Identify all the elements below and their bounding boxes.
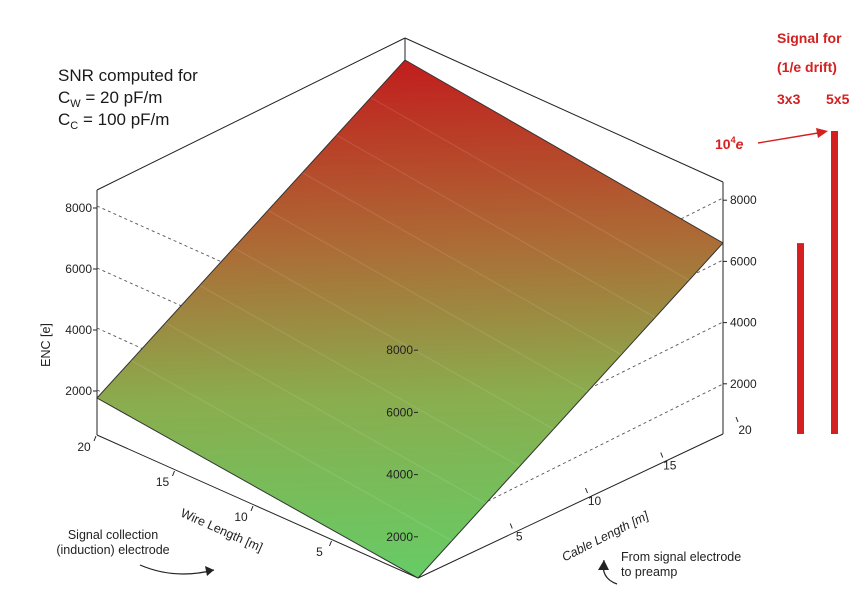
wire-note-line2: (induction) electrode <box>56 543 169 557</box>
snr-title: SNR computed for <box>58 66 198 85</box>
signal-title-line1: Signal for <box>777 30 842 46</box>
wire-note: Signal collection (induction) electrode <box>56 528 215 576</box>
z-axis-ticks-left: 2000 4000 6000 8000 <box>65 201 97 398</box>
wire-tick-mark <box>93 435 97 442</box>
cable-note-arrowhead <box>598 560 609 570</box>
wire-note-line1: Signal collection <box>68 528 158 542</box>
cable-tick-mark <box>660 452 664 458</box>
surface-band-line <box>267 209 588 393</box>
cable-tick-label: 15 <box>663 459 677 473</box>
z-tick-front-label: 6000 <box>386 405 413 419</box>
wire-tick-label: 10 <box>234 510 248 524</box>
z-axis-ticks-right: 2000 4000 6000 8000 <box>723 193 757 391</box>
z-tick-right-label: 4000 <box>730 316 757 330</box>
signal-marker-arrow <box>757 132 819 144</box>
x-axis-title: Wire Length [m] <box>178 506 264 555</box>
z-tick-right-label: 2000 <box>730 377 757 391</box>
signal-bar-5x5 <box>831 131 838 434</box>
z-tick-left-label: 2000 <box>65 384 92 398</box>
surface-band-line <box>165 322 487 505</box>
z-axis-ticks-front: 2000 4000 6000 8000 <box>386 343 418 544</box>
wire-tick-label: 5 <box>316 545 323 559</box>
signal-bar-3x3 <box>797 243 804 434</box>
signal-marker-arrowhead <box>816 128 828 138</box>
wire-tick-mark <box>250 505 254 512</box>
z-tick-left-label: 8000 <box>65 201 92 215</box>
surface-band-line <box>233 247 554 430</box>
surface-band-line <box>336 134 656 318</box>
signal-col-3x3: 3x3 <box>777 91 801 107</box>
wire-tick-label: 20 <box>77 440 91 454</box>
signal-panel: Signal for (1/e drift) 3x3 5x5 104e <box>715 30 850 434</box>
cw-label: CW = 20 pF/m <box>58 88 162 110</box>
surface-band-line <box>370 97 690 281</box>
wire-note-arrowhead <box>205 566 214 576</box>
z-tick-left-label: 4000 <box>65 323 92 337</box>
signal-title-line2: (1/e drift) <box>777 59 837 75</box>
wire-tick-mark <box>329 540 332 547</box>
z-tick-left-label: 6000 <box>65 262 92 276</box>
wire-length-ticks: 5 10 15 20 <box>77 435 332 559</box>
surface-band-line <box>130 359 453 542</box>
surface-band-line <box>199 284 520 467</box>
signal-marker-label: 104e <box>715 135 744 152</box>
z-tick-front-label: 4000 <box>386 468 413 482</box>
cable-tick-label: 20 <box>738 423 752 437</box>
cable-tick-label: 10 <box>588 494 602 508</box>
cable-tick-mark <box>735 416 739 423</box>
cable-length-ticks: 5 10 15 20 <box>509 416 752 544</box>
z-axis-title: ENC [e] <box>39 323 53 367</box>
enc-surface <box>96 59 724 579</box>
wire-tick-label: 15 <box>156 475 170 489</box>
z-tick-right-label: 8000 <box>730 193 757 207</box>
snr-info: SNR computed for CW = 20 pF/m CC = 100 p… <box>58 66 198 132</box>
cc-label: CC = 100 pF/m <box>58 110 169 132</box>
cable-note-line2: to preamp <box>621 565 677 579</box>
z-tick-front-label: 8000 <box>386 343 413 357</box>
cable-tick-mark <box>585 487 588 494</box>
wire-note-arrow <box>139 564 215 575</box>
wire-tick-mark <box>172 470 175 477</box>
cable-note: From signal electrode to preamp <box>598 550 741 585</box>
surface-band-line <box>302 172 622 356</box>
surface-color-bands <box>130 97 690 542</box>
cable-note-line1: From signal electrode <box>621 550 741 564</box>
z-tick-right-label: 6000 <box>730 254 757 268</box>
cable-tick-label: 5 <box>516 530 523 544</box>
cable-tick-mark <box>509 523 513 529</box>
signal-col-5x5: 5x5 <box>826 91 850 107</box>
z-tick-front-label: 2000 <box>386 530 413 544</box>
